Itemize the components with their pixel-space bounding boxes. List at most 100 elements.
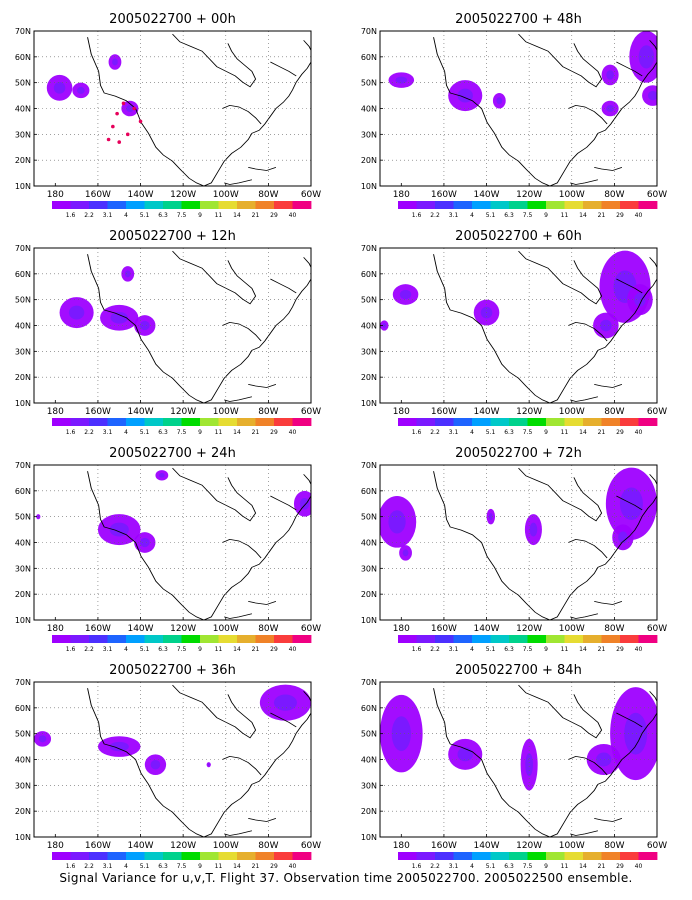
colorbar-label: 5.1 [140,863,150,870]
lon-tick-label: 60W [301,407,321,417]
colorbar-swatch [274,201,293,209]
lon-tick-label: 100W [559,624,585,634]
colorbar-label: 7.5 [523,646,533,653]
colorbar-label: 40 [289,863,297,870]
lat-tick-label: 20N [361,590,377,599]
panel-title: 2005022700 + 36h [109,663,236,678]
colorbar-label: 2.2 [430,212,440,219]
colorbar-swatch [509,201,528,209]
colorbar-swatch [509,852,528,860]
colorbar-swatch [255,201,275,209]
colorbar-swatch [107,635,127,643]
variance-region-core [68,305,85,320]
colorbar-label: 9 [544,429,548,436]
lat-tick-label: 20N [15,373,31,382]
lat-tick-label: 30N [15,130,31,139]
colorbar-swatch [107,852,127,860]
variance-region-core [402,549,409,557]
colorbar-swatch [218,635,238,643]
flight-track-point [132,106,136,111]
lat-tick-label: 20N [15,590,31,599]
variance-region-core [525,753,533,777]
colorbar-swatch [398,852,417,860]
colorbar-swatch [144,635,164,643]
colorbar-swatch [490,635,510,643]
colorbar-label: 29 [616,646,624,653]
colorbar-swatch [601,418,621,426]
colorbar-swatch [416,635,436,643]
lon-tick-label: 180 [47,190,64,200]
colorbar-swatch [453,201,473,209]
lon-tick-label: 60W [301,190,321,200]
colorbar-swatch [490,418,510,426]
map-panel: 2005022700 + 48h 70N 60N 50N 40N 30N 20N 10N 180… [361,12,667,219]
lat-tick-label: 40N [361,539,377,548]
colorbar: 1.6 2.2 3.1 4 5.1 6.3 7.5 9 11 14 21 29 40 [398,635,658,653]
variance-region-core [158,473,165,478]
variance-region-core [112,58,118,66]
colorbar-label: 1.6 [412,212,422,219]
map-panel: 2005022700 + 72h 70N 60N 50N 40N 30N 20N 10N 180… [361,446,667,653]
variance-region-core [606,105,614,112]
colorbar-swatch [163,418,182,426]
lon-tick-label: 100W [213,624,239,634]
colorbar-label: 5.1 [486,429,496,436]
colorbar-swatch [601,852,621,860]
colorbar-label: 11 [561,212,569,219]
lon-tick-label: 120W [516,190,542,200]
lat-tick-label: 30N [361,130,377,139]
colorbar-swatch [70,635,90,643]
lat-tick-label: 10N [15,399,31,408]
colorbar-swatch [181,852,201,860]
lon-tick-label: 80W [604,624,624,634]
lon-tick-label: 160W [431,624,457,634]
flight-track-point [138,119,143,124]
variance-region-core [596,752,612,767]
variance-region-core [124,270,131,278]
colorbar-swatch [255,635,275,643]
lat-tick-label: 30N [361,564,377,573]
variance-region-core [140,537,150,548]
lat-tick-label: 50N [361,730,377,739]
colorbar-swatch [274,418,293,426]
colorbar-label: 4 [470,212,474,219]
colorbar-swatch [70,418,90,426]
map-panel: 2005022700 + 24h 70N 60N 50N 40N 30N 20N 10N 180… [15,446,321,653]
colorbar-label: 29 [270,212,278,219]
colorbar-swatch [237,418,256,426]
lon-tick-label: 80W [258,624,278,634]
lon-tick-label: 120W [516,407,542,417]
colorbar-swatch [144,418,164,426]
lon-tick-label: 100W [213,190,239,200]
colorbar-swatch [255,852,275,860]
lat-tick-label: 20N [15,807,31,816]
colorbar-label: 7.5 [523,212,533,219]
colorbar: 1.6 2.2 3.1 4 5.1 6.3 7.5 9 11 14 21 29 40 [398,418,658,436]
colorbar-swatch [620,852,639,860]
colorbar-label: 21 [598,863,606,870]
lon-tick-label: 160W [85,624,111,634]
colorbar-label: 6.3 [158,863,168,870]
colorbar-label: 40 [635,646,643,653]
variance-region-core [638,45,655,69]
lon-tick-label: 160W [431,407,457,417]
lon-tick-label: 100W [559,841,585,851]
variance-region-core [140,320,150,331]
lon-tick-label: 120W [170,407,196,417]
lat-tick-label: 20N [361,373,377,382]
variance-region-core [77,86,85,94]
lat-tick-label: 10N [15,833,31,842]
colorbar-label: 21 [252,212,260,219]
colorbar-label: 21 [252,646,260,653]
colorbar-label: 21 [598,646,606,653]
lat-tick-label: 60N [361,270,377,279]
colorbar-swatch [274,635,293,643]
colorbar-swatch [546,635,565,643]
lat-tick-label: 70N [361,27,377,36]
colorbar-label: 3.1 [449,863,459,870]
colorbar-swatch [70,852,90,860]
colorbar-label: 2.2 [84,646,94,653]
colorbar-label: 40 [289,646,297,653]
lon-tick-label: 160W [431,841,457,851]
